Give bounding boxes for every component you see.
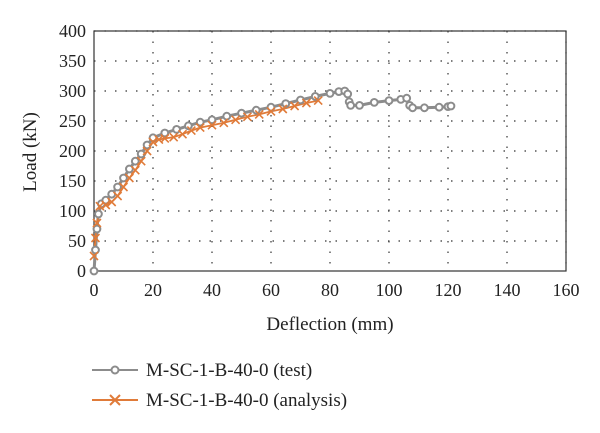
legend-item-test: M-SC-1-B-40-0 (test) — [92, 360, 312, 381]
data-point-test — [113, 182, 122, 192]
data-point-test — [184, 121, 193, 131]
data-point-test — [251, 105, 261, 115]
data-point-analysis — [266, 106, 276, 116]
x-tick-label: 120 — [435, 280, 462, 300]
x-tick-label: 60 — [262, 280, 280, 300]
data-point-test — [369, 98, 379, 107]
legend-swatch-test-marker — [110, 365, 120, 375]
data-point-test — [124, 164, 134, 174]
data-point-test — [89, 266, 99, 276]
plot-frame — [93, 30, 567, 272]
data-point-test — [222, 111, 232, 121]
data-point-analysis — [130, 165, 140, 175]
x-tick-label: 100 — [376, 280, 403, 300]
data-point-analysis — [142, 146, 152, 156]
data-point-analysis — [290, 101, 300, 111]
data-point-test — [343, 89, 353, 99]
data-point-analysis — [113, 191, 123, 201]
data-point-analysis — [219, 118, 229, 128]
legend-swatch-analysis-marker — [109, 394, 121, 406]
y-tick-label: 200 — [59, 141, 86, 161]
y-tick-label: 0 — [77, 261, 86, 281]
x-tick-label: 0 — [90, 280, 99, 300]
data-point-test — [434, 102, 444, 112]
data-point-analysis — [231, 115, 241, 125]
data-point-analysis — [177, 129, 188, 139]
y-tick-label: 50 — [68, 231, 86, 251]
data-point-analysis — [160, 133, 170, 143]
x-tick-label: 140 — [494, 280, 521, 300]
legend: M-SC-1-B-40-0 (test) M-SC-1-B-40-0 (anal… — [92, 360, 347, 411]
x-axis-title: Deflection (mm) — [266, 314, 393, 335]
data-point-test — [94, 209, 103, 219]
data-point-test — [325, 89, 335, 98]
data-point-analysis — [313, 96, 323, 106]
data-point-test — [160, 128, 170, 138]
grid-lines — [94, 30, 567, 271]
data-point-test — [355, 101, 364, 110]
x-tick-label: 20 — [144, 280, 162, 300]
tick-labels: 0 20 40 60 80 100 120 140 160 0 50 100 150 200 250 300 3… — [59, 21, 580, 300]
data-point-analysis — [124, 173, 134, 183]
data-point-analysis — [195, 123, 205, 133]
data-point-test — [402, 93, 412, 103]
data-point-analysis — [118, 182, 129, 192]
legend-label-test: M-SC-1-B-40-0 (test) — [146, 360, 312, 381]
axes — [93, 30, 567, 272]
data-point-analysis — [169, 132, 179, 142]
data-point-analysis — [89, 251, 99, 261]
data-point-test — [207, 115, 217, 125]
data-point-analysis — [278, 104, 288, 114]
data-point-test — [195, 117, 205, 127]
x-tick-label: 80 — [321, 280, 339, 300]
legend-label-analysis: M-SC-1-B-40-0 (analysis) — [146, 390, 347, 411]
data-point-test — [384, 96, 394, 105]
legend-item-analysis: M-SC-1-B-40-0 (analysis) — [92, 390, 347, 411]
data-point-analysis — [101, 200, 111, 210]
y-tick-label: 250 — [59, 111, 86, 131]
data-point-analysis — [186, 126, 196, 136]
data-point-analysis — [148, 137, 158, 147]
data-point-test — [92, 224, 102, 234]
data-point-test — [310, 92, 320, 101]
y-tick-label: 150 — [59, 171, 86, 191]
data-point-analysis — [301, 98, 311, 108]
y-axis-title: Load (kN) — [20, 112, 41, 192]
series-markers — [89, 86, 456, 276]
data-point-test — [420, 103, 429, 113]
data-point-test — [446, 101, 456, 111]
y-tick-label: 350 — [59, 51, 86, 71]
data-point-analysis — [254, 109, 264, 119]
data-point-analysis — [207, 120, 217, 130]
data-point-test — [408, 103, 418, 113]
data-point-analysis — [136, 156, 146, 166]
y-tick-label: 300 — [59, 81, 86, 101]
x-tick-label: 160 — [553, 280, 580, 300]
y-tick-label: 400 — [59, 21, 86, 41]
data-point-analysis — [92, 218, 102, 228]
y-tick-label: 100 — [59, 201, 86, 221]
x-tick-label: 40 — [203, 280, 221, 300]
data-point-analysis — [242, 112, 252, 122]
data-point-analysis — [90, 233, 101, 243]
data-point-test — [130, 156, 140, 166]
data-point-test — [119, 173, 128, 183]
data-point-test — [346, 101, 356, 110]
